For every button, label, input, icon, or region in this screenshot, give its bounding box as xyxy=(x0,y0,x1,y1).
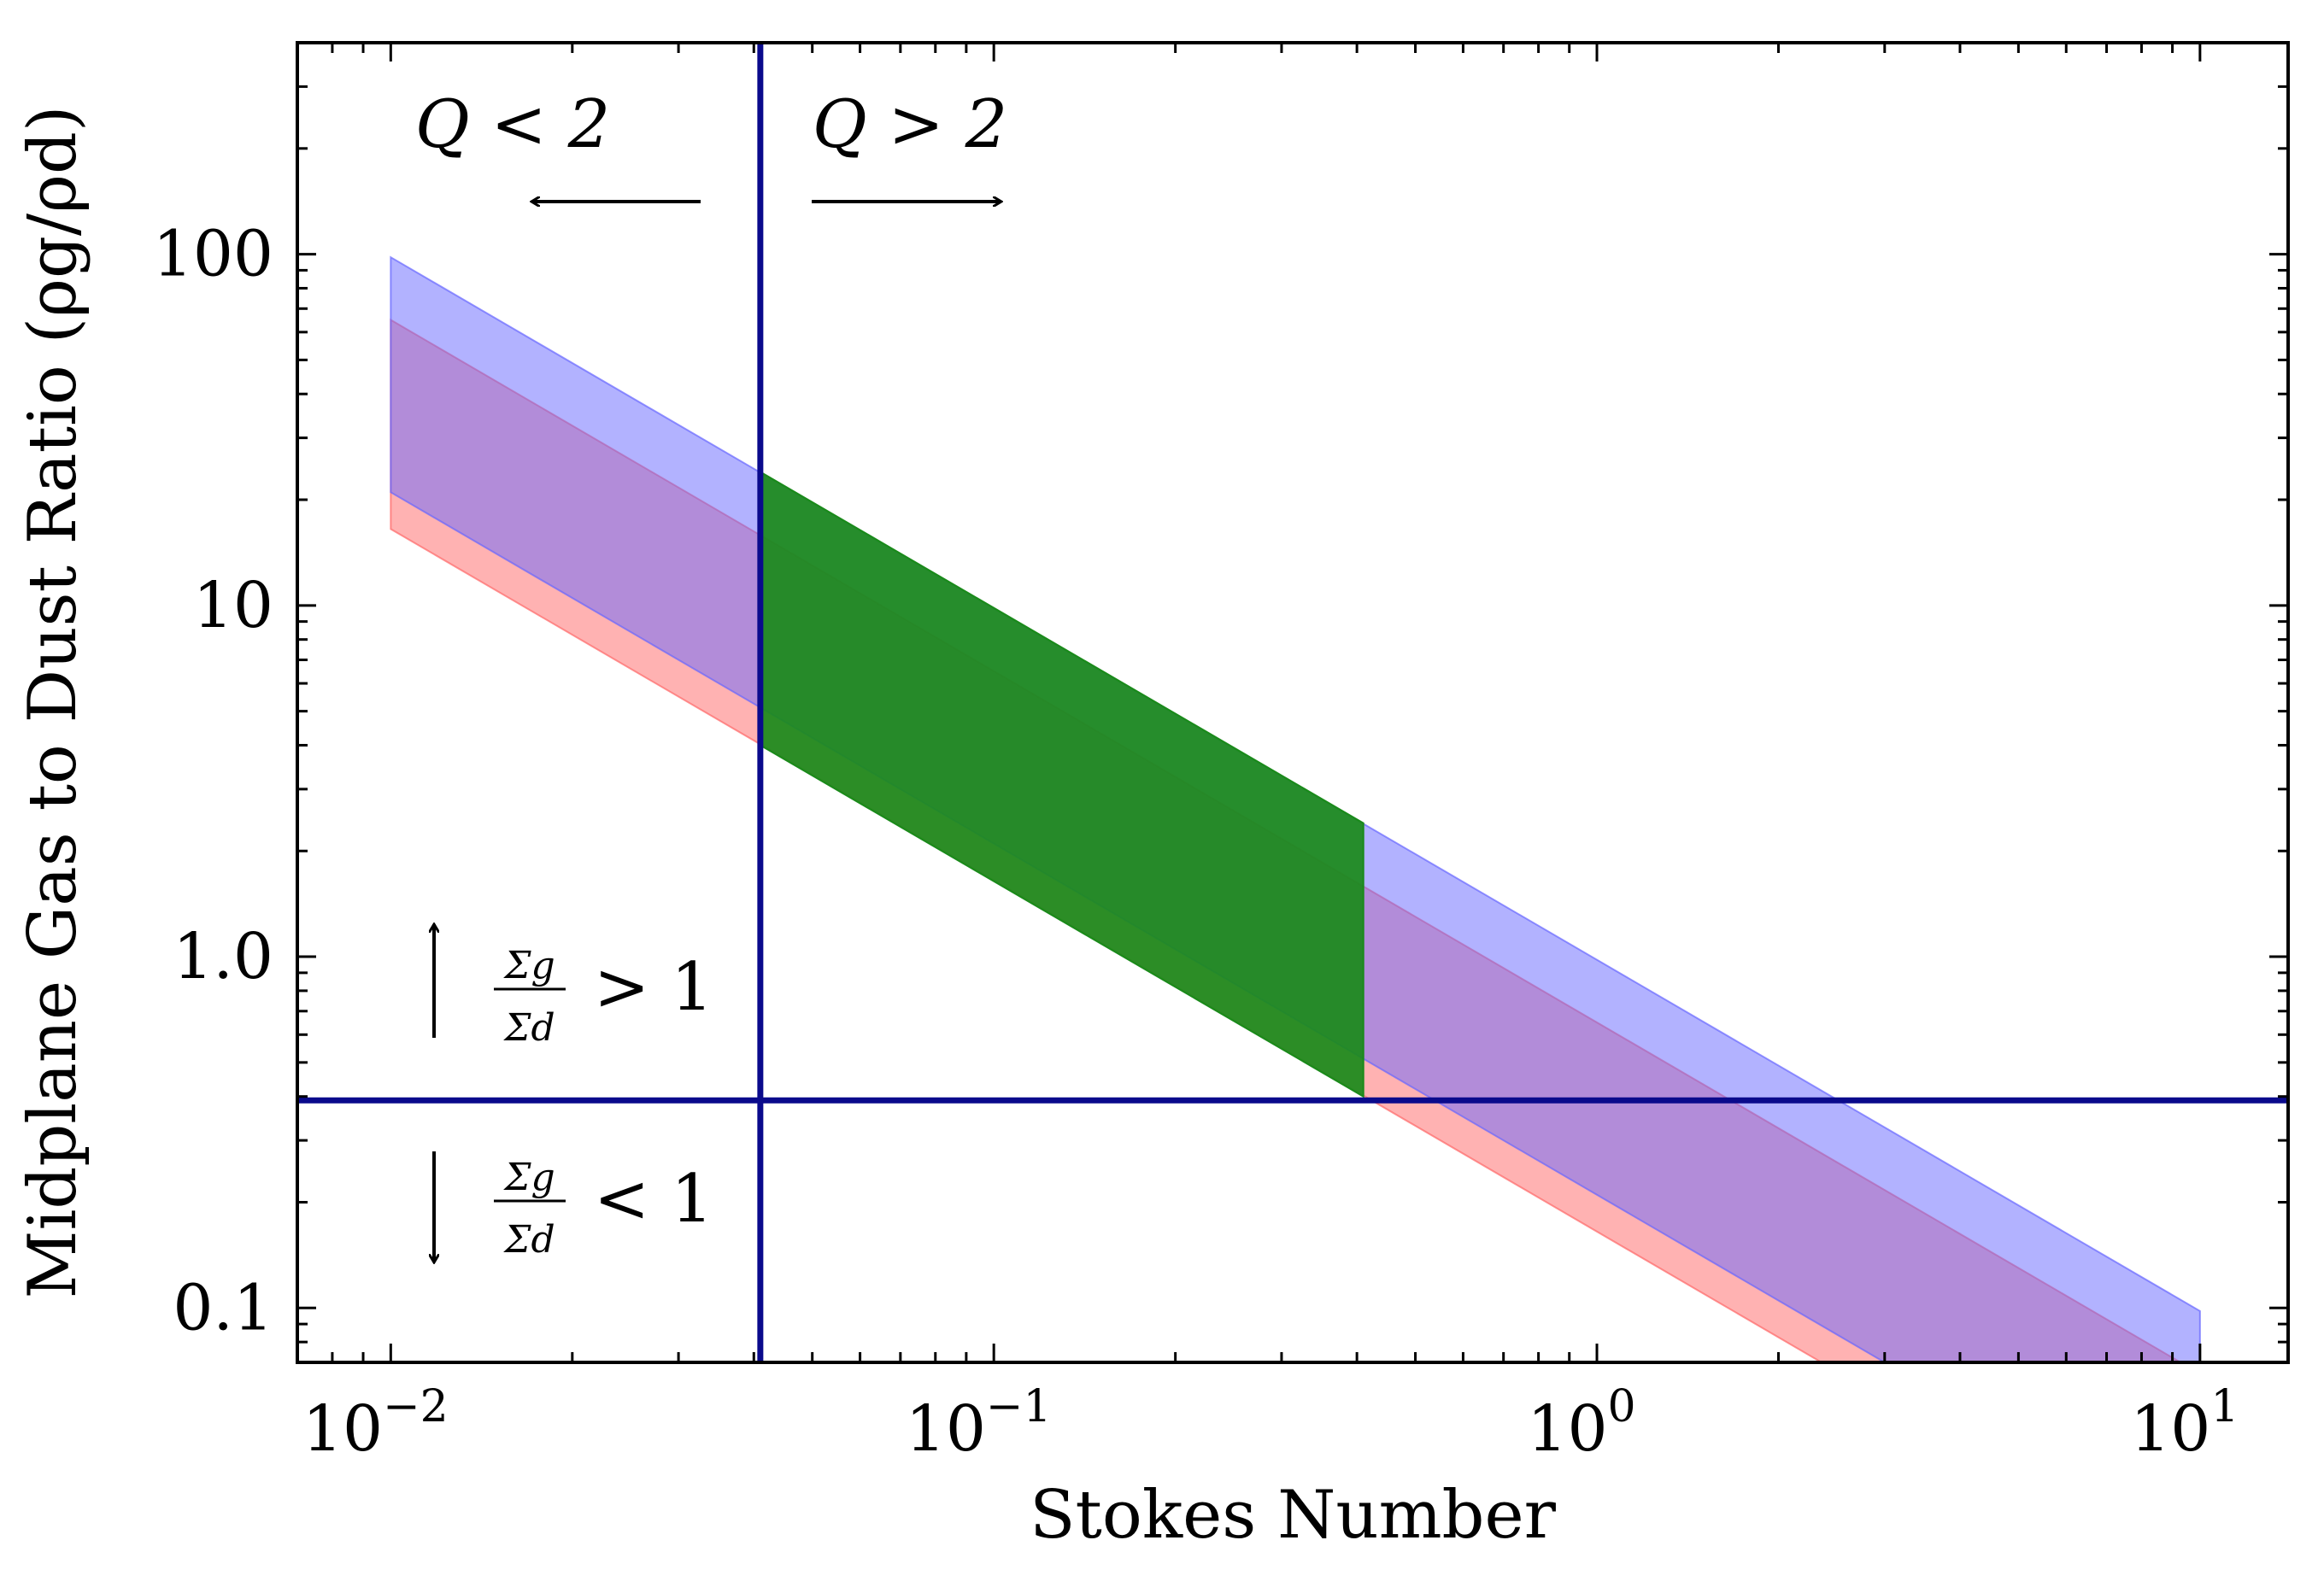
sigma-d-upper: Σd xyxy=(502,1006,555,1050)
x-tick-label: 100 xyxy=(1527,1381,1635,1466)
reference-lines-layer xyxy=(297,43,2288,1362)
q-greater-label: Q > 2 xyxy=(813,86,1008,163)
x-tick-label: 10−1 xyxy=(906,1381,1052,1466)
q-less-label: Q < 2 xyxy=(415,86,611,163)
ticks-layer xyxy=(296,41,2288,1364)
plot-frame xyxy=(296,41,2290,1364)
y-axis-title: Midplane Gas to Dust Ratio (ρg/ρd) xyxy=(15,106,91,1299)
y-tick-label: 1.0 xyxy=(173,920,273,993)
sigma-g-lower: Σg xyxy=(502,1156,555,1199)
x-axis-title: Stokes Number xyxy=(1030,1477,1557,1554)
x-tick-label: 101 xyxy=(2130,1381,2239,1466)
y-tick-label: 0.1 xyxy=(173,1271,273,1344)
sigma-upper-relation: > 1 xyxy=(594,949,713,1026)
band-2 xyxy=(759,470,1364,1098)
tick-labels-layer: 10−2 10−1 100 101 0.1 1.0 10 100 xyxy=(153,218,2239,1466)
bands-layer xyxy=(390,255,2201,1362)
x-tick-label: 10−2 xyxy=(302,1381,449,1466)
sigma-d-lower: Σd xyxy=(502,1218,555,1262)
sigma-lower-relation: < 1 xyxy=(594,1161,713,1238)
sigma-g-upper: Σg xyxy=(502,944,555,987)
y-tick-label: 100 xyxy=(153,218,273,291)
y-tick-label: 10 xyxy=(193,569,273,642)
